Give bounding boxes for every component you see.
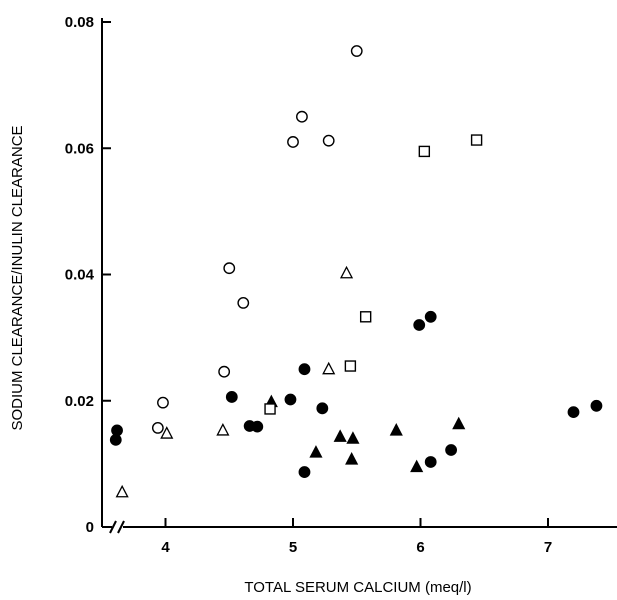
circle-open-point <box>322 134 335 147</box>
y-tick-label: 0.04 <box>65 267 95 284</box>
triangle-filled-point <box>346 431 360 444</box>
circle-filled-point <box>567 406 580 419</box>
x-axis-label: TOTAL SERUM CALCIUM (meq/l) <box>244 579 471 596</box>
ticks: 0 0.02 0.04 0.06 0.08 4 5 6 7 <box>65 14 552 556</box>
x-tick-label: 5 <box>289 539 297 556</box>
circle-filled-point <box>413 319 426 331</box>
axis-break-mark <box>117 520 125 534</box>
circle-filled-point <box>111 424 123 437</box>
triangle-open-point <box>339 265 354 279</box>
axes <box>101 18 617 534</box>
data-points <box>109 45 603 498</box>
circle-filled-point <box>424 456 437 468</box>
circle-open-point <box>237 297 250 309</box>
circle-open-point <box>296 110 308 123</box>
x-tick-label: 6 <box>416 539 424 556</box>
circle-filled-point <box>251 420 264 433</box>
circle-filled-point <box>284 393 297 406</box>
y-tick-label: 0 <box>86 519 94 536</box>
circle-filled-point <box>298 363 311 376</box>
square-open-point <box>359 311 372 323</box>
triangle-filled-point <box>452 416 466 430</box>
circle-filled-point <box>225 391 238 403</box>
triangle-open-point <box>216 423 230 436</box>
y-axis-label: SODIUM CLEARANCE/INULIN CLEARANCE <box>9 125 26 430</box>
circle-open-point <box>157 396 169 409</box>
triangle-open-point <box>160 426 174 439</box>
triangle-filled-point <box>410 459 424 473</box>
circle-filled-point <box>316 402 329 415</box>
circle-filled-point <box>109 433 122 446</box>
triangle-open-point <box>322 361 336 375</box>
x-tick-label: 4 <box>161 539 170 556</box>
y-tick-label: 0.06 <box>65 140 94 157</box>
triangle-filled-point <box>309 445 323 458</box>
circle-filled-point <box>590 399 603 412</box>
circle-open-point <box>287 136 299 148</box>
triangle-filled-point <box>389 423 403 436</box>
y-tick-label: 0.08 <box>65 14 94 31</box>
y-tick-label: 0.02 <box>65 393 94 410</box>
square-open-point <box>470 134 483 146</box>
x-tick-label: 7 <box>544 539 552 556</box>
triangle-filled-point <box>345 452 359 465</box>
triangle-open-point <box>115 484 129 498</box>
square-open-point <box>344 360 357 372</box>
circle-open-point <box>350 45 363 57</box>
axis-break-mark <box>109 520 117 534</box>
circle-filled-point <box>445 444 457 456</box>
circle-open-point <box>223 262 236 275</box>
square-open-point <box>418 145 431 158</box>
circle-filled-point <box>298 466 311 478</box>
circle-filled-point <box>424 310 437 323</box>
square-open-point <box>264 403 276 415</box>
triangle-filled-point <box>333 429 347 442</box>
circle-open-point <box>151 421 164 434</box>
circle-open-point <box>218 365 231 378</box>
